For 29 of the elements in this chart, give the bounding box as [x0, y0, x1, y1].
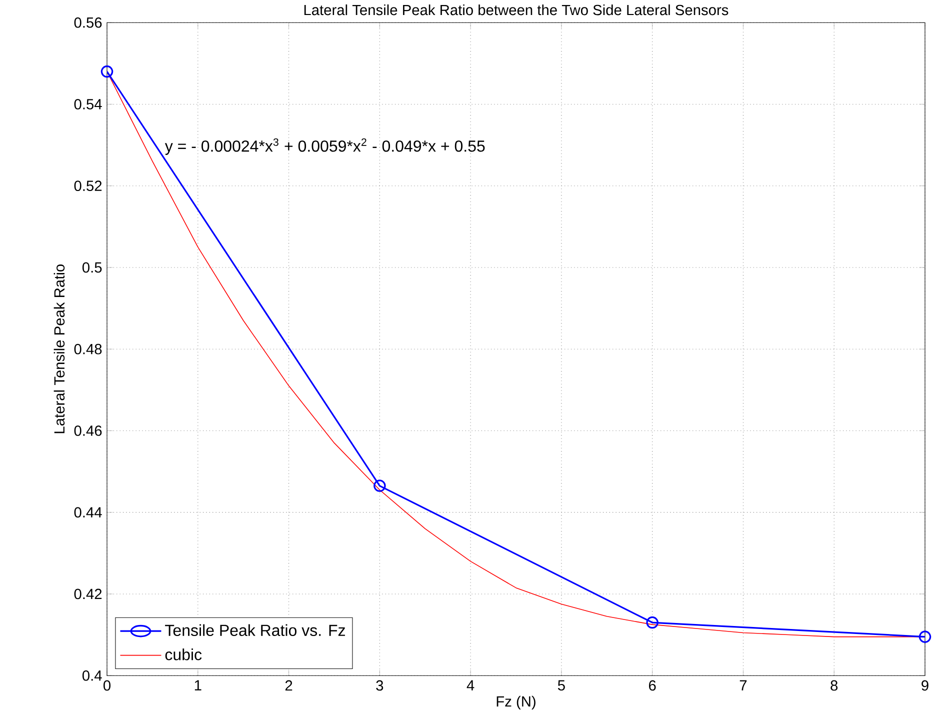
- y-tick-label: 0.48: [74, 344, 102, 354]
- x-tick-label: 6: [649, 680, 656, 691]
- legend-label: cubic: [165, 648, 202, 660]
- x-tick-label: 1: [194, 680, 202, 690]
- y-tick-label: 0.4: [82, 670, 102, 681]
- y-tick-label: 0.42: [74, 588, 102, 600]
- annotation: y = - 0.00024*x$^{3}$ + 0.0059*x$^{2}$ - 0.049*x + 0.55: [164, 138, 485, 155]
- y-tick-label: 0.54: [74, 99, 102, 110]
- y-tick-label: 0.44: [74, 507, 102, 518]
- point: [918, 630, 932, 643]
- x-tick-label: 8: [830, 680, 838, 691]
- y-tick-label: 0.56: [74, 17, 102, 28]
- x-tick-label: 0: [103, 680, 110, 691]
- x-tick-label: 4: [466, 680, 474, 690]
- y-axis-title: Lateral Tensile Peak Ratio: [54, 264, 65, 434]
- legend-label: Tensile Peak Ratio vs. Fz: [165, 624, 345, 636]
- y-tick-label: 0.46: [74, 426, 102, 436]
- x-axis-title: Fz (N): [496, 696, 536, 710]
- point: [374, 480, 386, 492]
- x-tick-label: 5: [558, 680, 565, 691]
- x-tick-label: 2: [285, 680, 292, 691]
- x-tick-label: 3: [376, 680, 384, 691]
- point: [100, 65, 114, 78]
- y-tick-label: 0.5: [82, 262, 102, 273]
- x-tick-label: 7: [740, 680, 747, 690]
- point: [646, 616, 658, 629]
- x-tick-label: 9: [922, 680, 928, 691]
- chart-title: Lateral Tensile Peak Ratio between the Two Side Lateral Sensors: [304, 4, 728, 16]
- y-tick-label: 0.52: [74, 180, 102, 192]
